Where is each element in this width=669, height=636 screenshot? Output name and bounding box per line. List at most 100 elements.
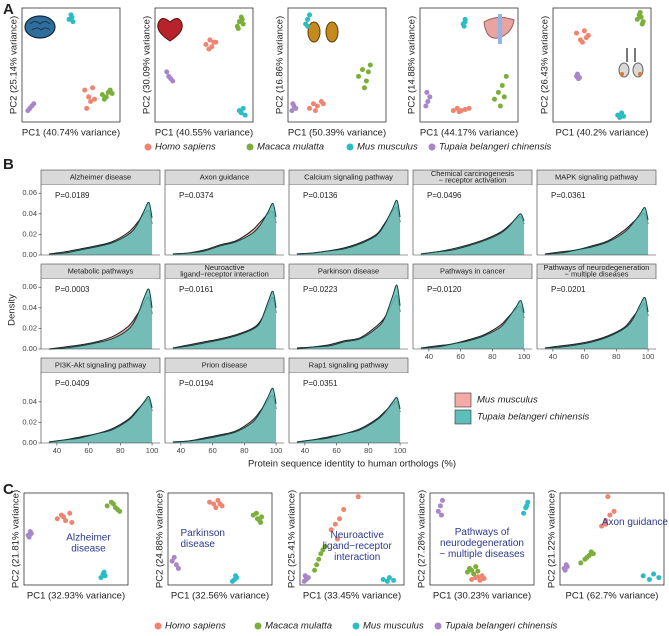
y-axis-label: PC2 (21.81% variance) xyxy=(11,490,22,588)
scatter-point xyxy=(98,575,104,581)
density-line xyxy=(48,288,153,350)
x-tick-label: 40 xyxy=(301,446,309,455)
density-line xyxy=(296,284,401,350)
scatter-point xyxy=(462,19,468,25)
scatter-point xyxy=(101,569,107,575)
scatter-point xyxy=(253,510,259,516)
scatter-point xyxy=(469,567,475,573)
heart-icon xyxy=(157,18,183,42)
x-tick-label: 60 xyxy=(456,352,464,361)
p-value: P=0.0496 xyxy=(427,191,462,200)
scatter-point xyxy=(314,103,320,109)
density-area-fill xyxy=(48,288,153,349)
scatter-point xyxy=(320,101,326,107)
y-axis-label: PC2 (26.43% variance) xyxy=(540,16,551,114)
plot-annotation: ligand−receptor xyxy=(323,541,393,552)
plot-annotation: disease xyxy=(180,539,215,550)
scatter-point xyxy=(599,523,605,529)
scatter-point xyxy=(310,101,316,107)
x-tick-label: 40 xyxy=(425,352,433,361)
scatter-point xyxy=(359,67,365,73)
scatter-point xyxy=(235,26,241,32)
strip-title: Metabolic pathways xyxy=(68,266,134,275)
scatter-point xyxy=(238,110,244,116)
scatter-point xyxy=(438,512,444,518)
x-axis-label: PC1 (50.39% variance) xyxy=(288,128,386,139)
y-axis-label: PC2 (21.22% variance) xyxy=(547,490,558,588)
y-tick-label: 0.02 xyxy=(22,417,37,426)
density-line xyxy=(544,296,649,349)
x-axis-label: PC1 (40.74% variance) xyxy=(22,128,120,139)
legend-label: Mus musculus xyxy=(477,395,538,406)
density-area-fill xyxy=(544,297,649,349)
scatter-point xyxy=(293,105,299,111)
liver-icon xyxy=(483,14,515,44)
scatter-point xyxy=(105,89,111,95)
scatter-point xyxy=(464,569,470,575)
scatter-point xyxy=(305,23,311,29)
scatter-point xyxy=(423,103,429,109)
density-area-fill xyxy=(296,285,401,349)
scatter-point xyxy=(170,78,176,84)
strip-title: Chemical carcinogenesis xyxy=(431,169,515,178)
density-area-fill xyxy=(172,388,277,443)
scatter-point xyxy=(233,573,239,579)
p-value: P=0.0374 xyxy=(179,191,214,200)
scatter-point xyxy=(207,499,213,505)
scatter-point xyxy=(164,69,170,75)
scatter-point xyxy=(651,571,657,577)
y-tick-label: 0.06 xyxy=(22,188,37,197)
scatter-point xyxy=(203,41,209,47)
scatter-point xyxy=(28,530,34,536)
strip-title: Alzheimer disease xyxy=(70,172,131,181)
plot-frame xyxy=(21,7,121,123)
density-area-fill xyxy=(420,213,525,255)
density-area-fill xyxy=(420,300,525,349)
x-axis-label: PC1 (62.7% variance) xyxy=(566,591,659,602)
x-tick-label: 60 xyxy=(84,446,92,455)
density-area-fill xyxy=(544,207,649,255)
scatter-point xyxy=(475,568,481,574)
scatter-point xyxy=(439,497,445,503)
density-area-fill xyxy=(48,396,153,443)
x-tick-label: 100 xyxy=(146,446,159,455)
x-tick-label: 80 xyxy=(364,446,372,455)
plot-frame xyxy=(419,7,519,123)
x-axis-label: PC1 (30.23% variance) xyxy=(433,591,531,602)
scatter-point xyxy=(475,574,481,580)
scatter-point xyxy=(471,571,477,577)
scatter-point xyxy=(361,85,367,91)
plot-annotation: disease xyxy=(71,544,106,555)
y-axis-label: Density xyxy=(7,294,18,326)
scatter-point xyxy=(521,510,527,516)
legend-label: Macaca mulatta xyxy=(265,621,332,632)
scatter-point xyxy=(356,73,362,79)
plot-annotation: interaction xyxy=(334,552,380,563)
density-line xyxy=(420,299,525,349)
plot-frame xyxy=(23,492,129,586)
scatter-point xyxy=(473,564,479,570)
y-tick-label: 0.06 xyxy=(22,282,37,291)
y-tick-label: 0.00 xyxy=(22,438,37,447)
scatter-point xyxy=(384,578,390,584)
strip-title: Pathways in cancer xyxy=(440,266,506,275)
scatter-point xyxy=(88,98,94,104)
scatter-point xyxy=(322,543,328,549)
scatter-point xyxy=(312,567,318,573)
scatter-point xyxy=(213,39,219,45)
y-axis-label: PC2 (16.86% variance) xyxy=(275,16,286,114)
scatter-point xyxy=(242,112,248,118)
scatter-point xyxy=(213,505,219,511)
scatter-point xyxy=(90,85,96,91)
scatter-point xyxy=(215,497,221,503)
scatter-point xyxy=(337,516,343,522)
x-axis-label: PC1 (32.56% variance) xyxy=(171,591,269,602)
scatter-point xyxy=(289,108,295,114)
scatter-point xyxy=(63,518,69,524)
x-tick-label: 100 xyxy=(518,352,531,361)
plot-frame xyxy=(429,492,535,586)
scatter-point xyxy=(607,512,613,518)
scatter-point xyxy=(240,21,246,27)
strip-title: ligand−receptor interaction xyxy=(180,270,269,279)
scatter-point xyxy=(334,536,340,542)
